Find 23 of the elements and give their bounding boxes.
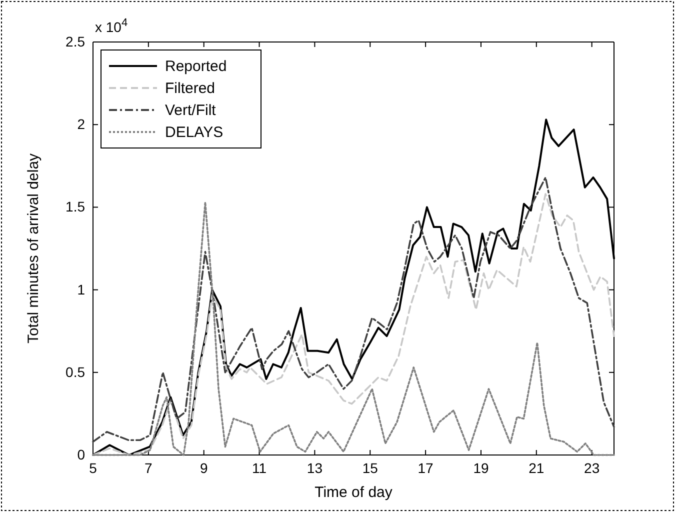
y-tick-label: 1.5 [66, 198, 86, 215]
y-tick-label: 1 [77, 281, 86, 298]
x-tick-label: 5 [89, 460, 98, 476]
y-tick-label: 2 [77, 116, 86, 132]
x-tick-label: 13 [306, 460, 323, 476]
legend-label: Reported [165, 58, 227, 75]
y-tick-label: 2.5 [66, 33, 86, 50]
text: x 10$^{4}$ [95, 17, 128, 35]
x-axis-title: Time of day [314, 484, 393, 501]
x-tick-label: 19 [473, 460, 489, 476]
x-tick-label: 9 [200, 460, 208, 476]
y-tick-label: 0.5 [66, 364, 86, 380]
x-tick-label: 7 [144, 460, 153, 476]
legend-label: Vert/Filt [165, 102, 217, 119]
x-tick-label: 11 [252, 460, 267, 476]
legend-label: DELAYS [165, 124, 224, 141]
x-tick-label: 17 [418, 460, 434, 476]
y-tick-label: 0 [77, 446, 86, 462]
legend-label: Filtered [165, 80, 216, 97]
y-axis-title: Total minutes of arrival delay [25, 152, 42, 344]
x-tick-label: 15 [362, 460, 378, 476]
x-tick-label: 21 [528, 460, 544, 476]
x-tick-label: 23 [584, 460, 600, 476]
